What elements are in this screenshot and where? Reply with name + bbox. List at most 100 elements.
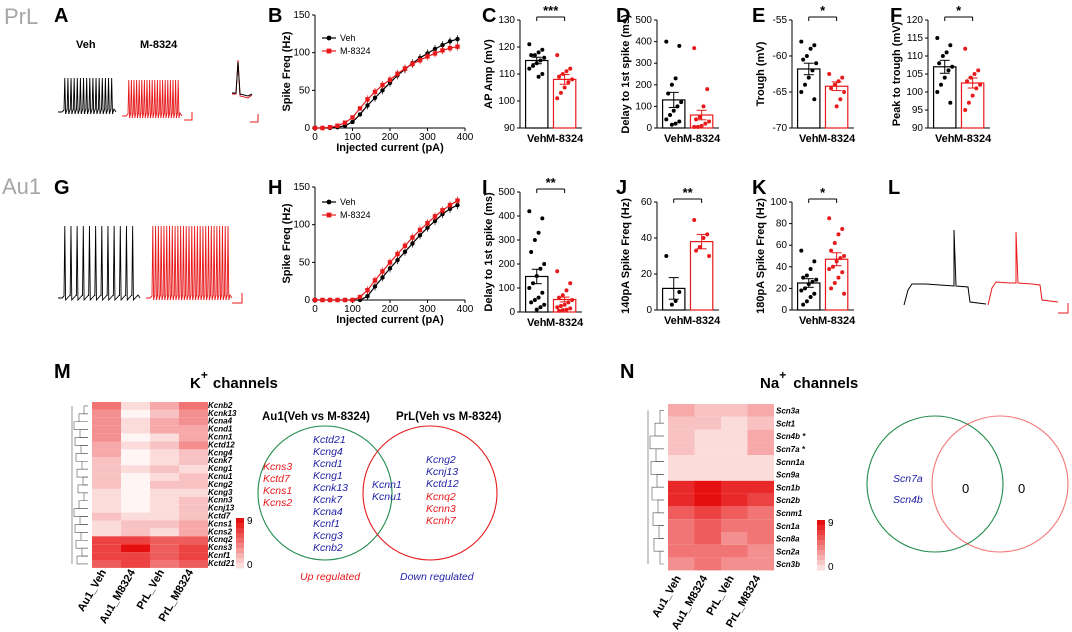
color-scale-step: [236, 523, 244, 529]
gene-label: Kctd21: [208, 559, 235, 568]
heatmap-cell: [721, 480, 748, 494]
heatmap-cell: [747, 468, 774, 481]
venn-gene: Kcng3: [313, 530, 343, 542]
data-point: [695, 124, 700, 129]
data-point-veh: [387, 266, 393, 271]
heatmap-cell: [121, 402, 150, 410]
data-point-m8324: [335, 123, 340, 128]
heatmap-cell: [668, 493, 695, 507]
heatmap-cell: [747, 557, 774, 571]
data-point-veh: [410, 241, 415, 246]
heatmap-cell: [721, 404, 748, 417]
data-point-veh: [455, 36, 460, 42]
data-point: [978, 82, 983, 87]
y-tick-label: 100: [293, 48, 310, 59]
heatmap-cell: [668, 404, 695, 417]
data-point: [531, 63, 536, 68]
heatmap-cell: [694, 493, 721, 507]
data-point-m8324: [357, 294, 363, 300]
data-point-m8324: [312, 125, 318, 131]
data-point-m8324: [387, 260, 393, 265]
data-point-veh: [402, 249, 408, 254]
panel-letter-j: J: [616, 177, 627, 199]
venn-gene: Kcnn3: [426, 503, 456, 515]
y-axis-label: Spike Freq (Hz): [281, 31, 293, 111]
gene-label: Kcns1: [208, 519, 233, 528]
significance-stars: *: [956, 3, 962, 18]
heatmap-cell: [92, 504, 121, 513]
scale-min-label: 0: [247, 560, 253, 571]
heatmap-cell: [150, 465, 179, 474]
data-point: [829, 286, 834, 291]
data-point: [799, 248, 804, 253]
heatmap-cell: [747, 544, 774, 558]
data-point-m8324: [447, 202, 453, 208]
gene-label: Sclt1: [776, 419, 796, 428]
data-point: [538, 58, 543, 63]
heatmap-cell: [721, 429, 748, 443]
heatmap-cell: [92, 441, 121, 450]
data-point-m8324: [312, 297, 318, 303]
panel-letter-k: K: [752, 177, 767, 199]
heatmap-cell: [179, 536, 208, 545]
trace-g-veh: [58, 225, 141, 302]
data-point: [937, 61, 942, 66]
data-point: [677, 290, 682, 294]
data-point-veh: [350, 119, 355, 125]
dendrogram-branch: [82, 476, 88, 486]
data-point: [536, 295, 541, 300]
data-point: [568, 306, 573, 311]
data-point: [560, 308, 565, 313]
data-point-m8324: [335, 297, 340, 303]
dendrogram-branch: [80, 445, 88, 454]
data-point: [679, 100, 684, 105]
data-point: [669, 122, 674, 127]
color-scale-step: [236, 553, 244, 559]
heatmap-cell: [747, 416, 774, 430]
data-point-m8324: [440, 208, 445, 213]
heatmap-cell: [150, 528, 179, 537]
data-point: [534, 61, 539, 66]
x-tick-label: 100: [344, 304, 361, 315]
dendrogram-branch: [74, 524, 88, 533]
color-scale-step: [817, 560, 825, 566]
x-tick-label: 200: [382, 304, 399, 315]
data-point: [564, 307, 569, 312]
y-tick-label: 60: [776, 240, 788, 251]
dendrogram-branch: [78, 413, 88, 423]
heatmap-cell: [92, 473, 121, 481]
data-point-veh: [447, 39, 453, 44]
data-point-m8324: [372, 89, 378, 95]
y-tick-label: 95: [912, 105, 924, 116]
data-point: [808, 46, 813, 51]
data-point: [836, 79, 841, 84]
data-point: [692, 124, 697, 129]
panel-letter-c: C: [482, 5, 496, 27]
gene-label: Kcnk13: [208, 409, 237, 418]
category-label: M-8324: [818, 315, 856, 327]
heatmap-cell: [694, 442, 721, 456]
dendrogram-branch: [658, 525, 664, 539]
y-tick-label: 500: [635, 15, 652, 26]
dendrogram-branch: [654, 422, 664, 437]
heatmap-cell: [150, 544, 179, 553]
data-point: [812, 259, 817, 264]
category-label: Veh: [799, 133, 819, 145]
data-point: [970, 93, 975, 98]
color-scale-step: [817, 530, 825, 536]
data-point: [529, 300, 534, 305]
heatmap-cell: [150, 473, 179, 481]
category-label: Veh: [935, 133, 955, 145]
data-point-m8324: [455, 44, 460, 49]
gene-label: Kcng4: [208, 448, 233, 457]
data-point: [534, 307, 539, 312]
heatmap-cell: [721, 544, 748, 558]
gene-label: Kcnj13: [208, 504, 235, 513]
dendrogram-branch: [653, 538, 664, 552]
data-point-veh: [357, 112, 363, 117]
dendrogram-branch: [649, 435, 664, 450]
gene-label: Scn3b: [776, 560, 800, 569]
heatmap-cell: [121, 481, 150, 489]
